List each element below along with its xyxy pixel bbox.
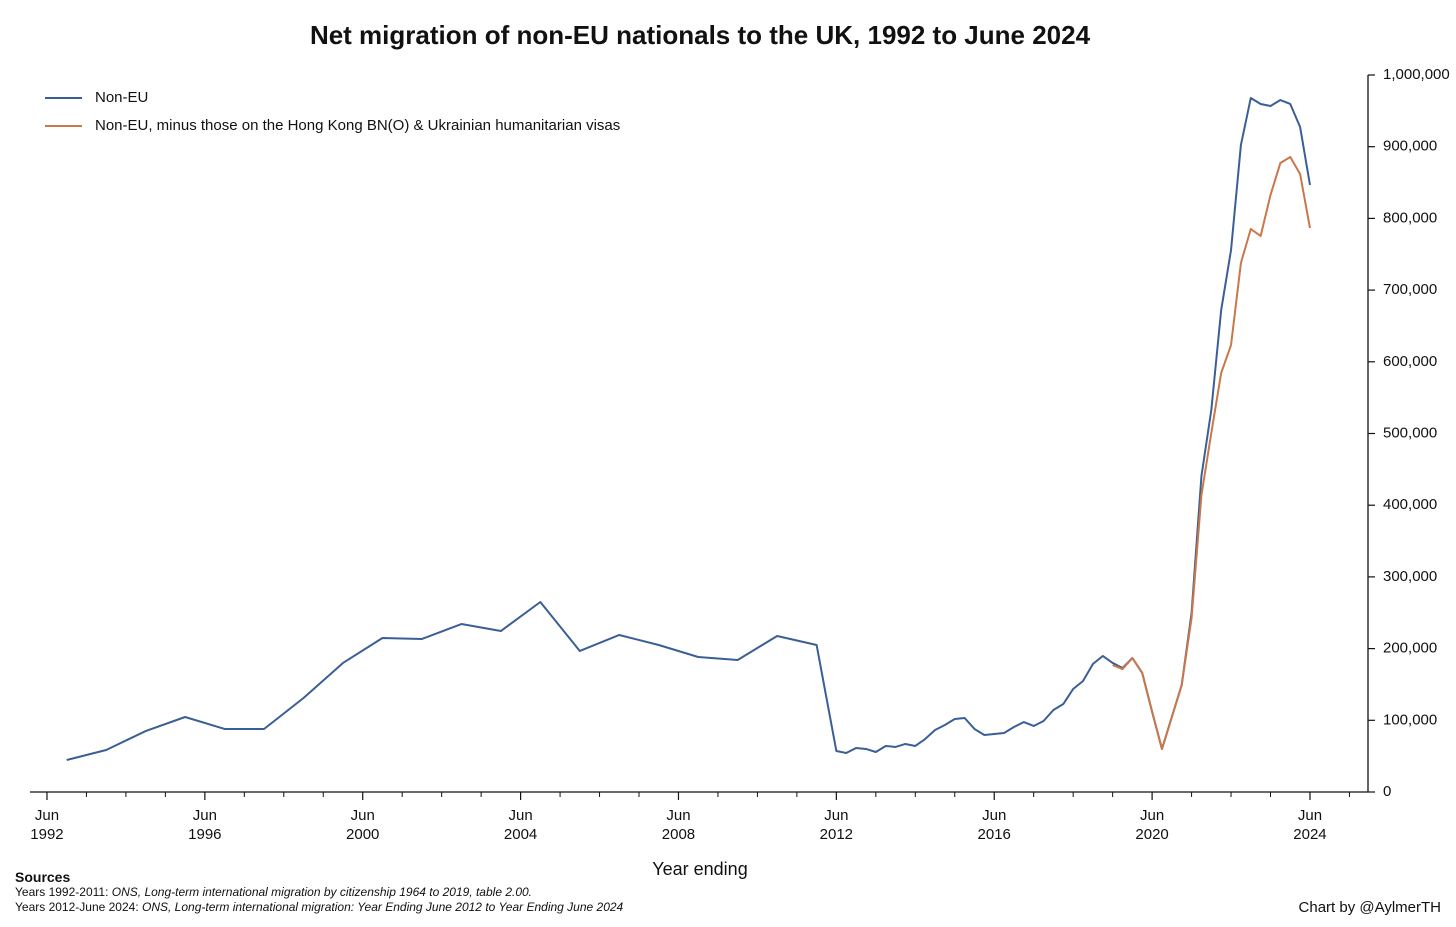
- y-tick-label: 200,000: [1383, 640, 1437, 657]
- y-tick-label: 700,000: [1383, 281, 1437, 298]
- source-line: Years 2012-June 2024: ONS, Long-term int…: [15, 900, 623, 915]
- x-tick-label: Jun 2012: [819, 807, 854, 843]
- series-line: [1112, 156, 1311, 750]
- legend-label: Non-EU, minus those on the Hong Kong BN(…: [95, 117, 620, 134]
- source-line: Years 1992-2011: ONS, Long-term internat…: [15, 885, 623, 900]
- x-tick-label: Jun 2024: [1293, 807, 1327, 843]
- x-tick-label: Jun 2008: [661, 807, 696, 843]
- x-tick-label: Jun 2000: [346, 807, 380, 843]
- x-tick-label: Jun 1992: [30, 807, 64, 843]
- sources: Sources Years 1992-2011: ONS, Long-term …: [15, 870, 623, 915]
- y-tick-label: 100,000: [1383, 711, 1437, 728]
- y-tick-label: 900,000: [1383, 138, 1437, 155]
- x-tick-label: Jun 2004: [503, 807, 538, 843]
- source-title: ONS, Long-term international migration: …: [142, 900, 624, 914]
- source-label: Years 2012-June 2024:: [15, 900, 139, 914]
- series-line: [66, 97, 1311, 761]
- y-tick-label: 1,000,000: [1383, 66, 1450, 83]
- source-label: Years 1992-2011:: [15, 885, 109, 899]
- sources-heading: Sources: [15, 869, 71, 885]
- legend-label: Non-EU: [95, 89, 148, 106]
- y-tick-label: 600,000: [1383, 353, 1437, 370]
- source-list: Years 1992-2011: ONS, Long-term internat…: [15, 885, 623, 915]
- y-tick-label: 300,000: [1383, 568, 1437, 585]
- x-tick-label: Jun 2020: [1135, 807, 1169, 843]
- x-axis-label: Year ending: [652, 859, 748, 879]
- source-title: ONS, Long-term international migration b…: [111, 885, 533, 899]
- x-tick-label: Jun 1996: [188, 807, 222, 843]
- chart-title: Net migration of non-EU nationals to the…: [309, 20, 1091, 50]
- y-tick-label: 800,000: [1383, 209, 1437, 226]
- y-tick-label: 0: [1383, 783, 1391, 800]
- y-tick-label: 500,000: [1383, 424, 1437, 441]
- x-tick-label: Jun 2016: [977, 807, 1011, 843]
- credit: Chart by @AylmerTH: [1298, 899, 1441, 916]
- y-tick-label: 400,000: [1383, 496, 1437, 513]
